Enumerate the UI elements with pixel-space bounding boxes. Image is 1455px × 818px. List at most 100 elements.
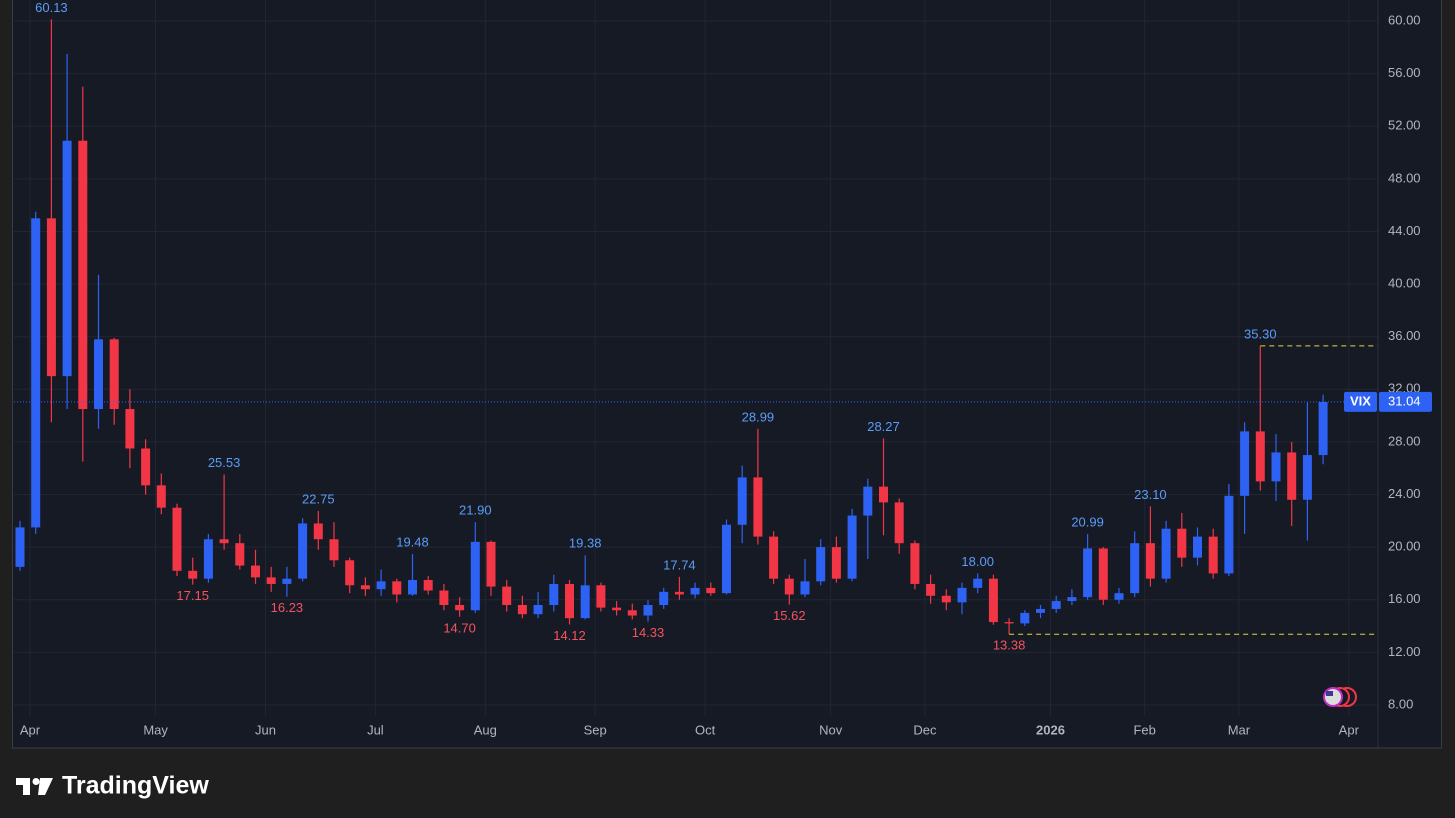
y-tick-label: 48.00 — [1388, 170, 1421, 185]
low-label: 16.23 — [271, 600, 304, 615]
candle-body — [1193, 536, 1202, 558]
x-tick-label: 2026 — [1036, 722, 1065, 737]
candle-body — [1098, 548, 1108, 600]
candle-body — [1287, 452, 1297, 500]
candle-body — [847, 515, 857, 579]
logo-mark — [32, 778, 40, 785]
x-tick-label: Sep — [584, 722, 607, 737]
candle-body — [392, 581, 402, 595]
candle-body — [973, 578, 983, 588]
y-tick-label: 20.00 — [1388, 539, 1421, 554]
chart-panel — [12, 0, 1442, 749]
y-tick-label: 16.00 — [1388, 591, 1421, 606]
candle-body — [533, 604, 543, 615]
y-tick-label: 56.00 — [1388, 65, 1421, 80]
candle-body — [643, 604, 653, 616]
high-label: 19.38 — [569, 536, 602, 551]
candle-body — [1208, 536, 1218, 574]
x-tick-label: Oct — [695, 722, 716, 737]
x-tick-label: Jun — [255, 722, 276, 737]
candle-body — [15, 527, 25, 567]
high-label: 25.53 — [208, 455, 241, 470]
x-tick-label: Nov — [819, 722, 843, 737]
brand: TradingView — [62, 772, 209, 800]
candle-body — [910, 543, 920, 584]
candle-body — [1083, 548, 1093, 598]
candle-body — [298, 523, 308, 579]
flag-canton — [1326, 691, 1333, 696]
grid — [14, 0, 1378, 716]
candle-body — [470, 541, 480, 611]
y-tick-label: 8.00 — [1388, 696, 1413, 711]
candle-body — [1004, 622, 1014, 624]
candle-body — [722, 524, 731, 594]
candle-body — [1177, 528, 1187, 558]
candle-body — [800, 581, 810, 595]
candle-body — [690, 587, 700, 595]
candle-body — [1036, 608, 1045, 613]
high-label: 28.27 — [867, 419, 900, 434]
x-tick-label: Apr — [20, 722, 41, 737]
high-label: 35.30 — [1244, 326, 1277, 341]
candle-body — [612, 607, 622, 611]
candle-body — [674, 591, 684, 595]
candle-body — [957, 587, 967, 603]
symbol-label: VIX — [1350, 393, 1371, 408]
candle-body — [439, 590, 449, 605]
candle-body — [784, 578, 794, 595]
y-tick-label: 36.00 — [1388, 328, 1421, 343]
x-tick-label: Aug — [474, 722, 497, 737]
candle-body — [455, 604, 465, 611]
candle-body — [1067, 597, 1077, 602]
candle-body — [1271, 452, 1281, 482]
candle-body — [769, 536, 779, 579]
candle-body — [360, 585, 370, 590]
high-label: 28.99 — [742, 409, 775, 424]
candle-body — [1161, 528, 1171, 579]
candle-body — [486, 541, 496, 587]
candle-body — [46, 218, 56, 377]
candle-body — [879, 486, 888, 503]
high-label: 19.48 — [396, 534, 429, 549]
high-label: 18.00 — [961, 554, 994, 569]
candle-body — [345, 560, 355, 586]
y-tick-label: 60.00 — [1388, 12, 1421, 27]
price-tag — [1379, 391, 1432, 412]
candle-body — [188, 570, 198, 579]
candle-body — [517, 604, 527, 615]
low-label: 17.15 — [176, 588, 209, 603]
candle-body — [926, 583, 936, 596]
high-label: 17.74 — [663, 557, 696, 572]
candle-body — [753, 477, 763, 537]
candle-body — [549, 583, 559, 605]
low-label: 14.33 — [632, 625, 665, 640]
y-tick-label: 52.00 — [1388, 118, 1421, 133]
y-tick-label: 24.00 — [1388, 486, 1421, 501]
high-label: 21.90 — [459, 503, 492, 518]
candle-body — [125, 409, 135, 449]
candle-body — [251, 565, 260, 578]
y-tick-label: 40.00 — [1388, 276, 1421, 291]
low-label: 14.70 — [443, 620, 476, 635]
candle-body — [941, 595, 951, 603]
candle-body — [1302, 455, 1312, 500]
candle-body — [816, 547, 826, 582]
candle-body — [219, 539, 229, 544]
candle-body — [1318, 401, 1328, 456]
flag — [1323, 687, 1343, 707]
low-label: 14.12 — [553, 628, 586, 643]
candle-body — [737, 477, 747, 525]
candle-body — [1240, 431, 1250, 496]
y-tick-label: 28.00 — [1388, 433, 1421, 448]
candle-body — [565, 583, 574, 619]
candle-body — [627, 610, 637, 616]
flag-icon — [1323, 687, 1357, 707]
x-tick-label: Feb — [1133, 722, 1155, 737]
candle-body — [313, 523, 323, 540]
low-label: 13.38 — [993, 638, 1026, 653]
logo: TradingView — [16, 772, 209, 800]
candle-body — [580, 585, 590, 619]
candle-body — [1145, 543, 1155, 579]
candle-body — [894, 502, 904, 544]
